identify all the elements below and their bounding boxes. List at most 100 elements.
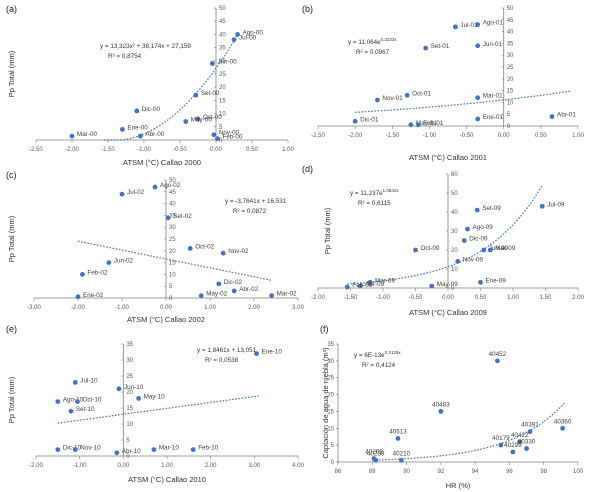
y-tick-label: 35 xyxy=(327,342,334,348)
y-tick-label: 30 xyxy=(327,359,334,365)
r-squared: R² = 0,0538 xyxy=(205,357,239,364)
x-tick-label: -1.50 xyxy=(101,147,115,153)
x-tick-label: 92 xyxy=(438,469,445,475)
point-label: Ago-00 xyxy=(243,29,264,36)
point-label: Set-10 xyxy=(76,406,95,413)
point-label: Jun-10 xyxy=(124,384,144,391)
y-tick-label: 50 xyxy=(219,6,226,12)
data-point xyxy=(344,284,350,290)
x-tick-label: -0.50 xyxy=(173,147,187,153)
x-axis-title: ATSM (°C) Callao 2010 xyxy=(128,475,206,484)
y-tick-label: 30 xyxy=(126,358,133,364)
point-label: Nov-09 xyxy=(463,256,484,263)
x-tick-label: -3.00 xyxy=(27,305,41,311)
data-point xyxy=(395,436,401,441)
x-axis-title: ATSM (°C) Callao 2002 xyxy=(127,315,205,324)
point-label: Mar-09 xyxy=(495,245,515,252)
point-label: May-00 xyxy=(191,117,212,124)
data-point xyxy=(254,351,259,356)
panel-label: (c) xyxy=(6,170,17,180)
x-tick-label: 1.50 xyxy=(540,295,552,301)
data-point xyxy=(220,250,226,256)
data-point xyxy=(453,24,458,30)
point-label: Feb-02 xyxy=(87,269,107,276)
trend-equation: y = 13,323x² + 38,174x + 27,159 xyxy=(100,43,191,50)
y-tick-label: 30 xyxy=(507,53,514,59)
point-label: Ago-09 xyxy=(473,224,494,231)
y-tick-label: 60 xyxy=(451,172,458,178)
data-point xyxy=(68,408,74,414)
y-tick-label: 25 xyxy=(126,374,133,380)
y-tick-label: 0 xyxy=(507,124,511,130)
x-axis-title: ATSM (°C) Callao 2001 xyxy=(409,153,487,162)
x-tick-label: 90 xyxy=(403,469,410,475)
point-label: Oct-10 xyxy=(82,397,101,404)
data-point xyxy=(69,133,75,139)
y-tick-label: 45 xyxy=(507,18,514,24)
y-tick-label: 0 xyxy=(451,286,455,292)
trend-equation: y = 6E-13e0,3125x xyxy=(354,350,401,359)
data-point xyxy=(495,358,500,364)
point-label: Dic-01 xyxy=(360,116,379,123)
r-squared: R² = 0,4124 xyxy=(362,362,396,369)
x-tick-label: 2.00 xyxy=(248,305,260,311)
point-label: 40360 xyxy=(554,418,572,425)
x-axis-title: ATSM (°C) Callao 2009 xyxy=(409,308,487,317)
x-tick-label: 1.00 xyxy=(507,295,519,301)
data-point xyxy=(138,133,143,139)
data-point xyxy=(165,215,171,221)
point-label: Jun-00 xyxy=(217,58,237,65)
trendline xyxy=(104,34,239,141)
y-tick-label: 30 xyxy=(219,59,226,65)
point-label: Feb-00 xyxy=(222,134,242,141)
y-tick-label: 10 xyxy=(507,100,514,106)
y-tick-label: 15 xyxy=(219,98,226,104)
panel-label: (e) xyxy=(6,324,17,334)
x-tick-label: 88 xyxy=(369,469,376,475)
data-point xyxy=(75,294,81,300)
point-label: Feb-09 xyxy=(352,282,372,289)
x-tick-label: 0.00 xyxy=(498,133,510,139)
point-label: Mar-09 xyxy=(375,277,395,284)
panel-label: (a) xyxy=(6,4,17,14)
point-label: Feb-01 xyxy=(423,120,443,127)
point-label: Abr-00 xyxy=(145,131,164,138)
data-point xyxy=(215,136,220,142)
point-label: 40238 xyxy=(367,450,385,457)
point-label: Jun-01 xyxy=(483,41,503,48)
point-label: Nov-01 xyxy=(382,95,403,102)
point-label: Jul-09 xyxy=(547,201,565,208)
y-tick-label: 0 xyxy=(219,138,223,144)
data-point xyxy=(461,238,467,243)
data-point xyxy=(235,32,241,37)
x-tick-label: -2.50 xyxy=(29,147,43,153)
y-tick-label: 0 xyxy=(331,460,335,466)
data-point xyxy=(510,449,516,455)
data-point xyxy=(438,409,444,414)
data-point xyxy=(75,399,80,404)
data-point xyxy=(455,259,461,264)
data-point xyxy=(517,439,523,445)
point-label: May-02 xyxy=(206,291,227,298)
trendline xyxy=(347,184,543,285)
y-tick-label: 0 xyxy=(126,454,130,460)
x-tick-label: -1.00 xyxy=(376,295,390,301)
data-point xyxy=(136,396,142,401)
data-point xyxy=(475,43,481,49)
y-tick-label: 20 xyxy=(507,77,514,83)
data-point xyxy=(475,22,481,27)
x-tick-label: 94 xyxy=(472,469,479,475)
y-tick-label: 15 xyxy=(327,409,334,415)
y-tick-label: 5 xyxy=(126,438,130,444)
data-point xyxy=(152,184,158,190)
data-point xyxy=(216,281,222,287)
data-point xyxy=(357,283,363,289)
point-label: Abr-02 xyxy=(239,286,258,293)
point-label: Jun-02 xyxy=(114,258,134,265)
point-label: Ago-10 xyxy=(63,397,84,404)
data-point xyxy=(120,127,125,132)
data-point xyxy=(55,447,61,452)
r-squared: R² = 0,0967 xyxy=(356,49,390,56)
y-tick-label: 10 xyxy=(327,426,334,432)
y-tick-label: 35 xyxy=(169,213,176,219)
